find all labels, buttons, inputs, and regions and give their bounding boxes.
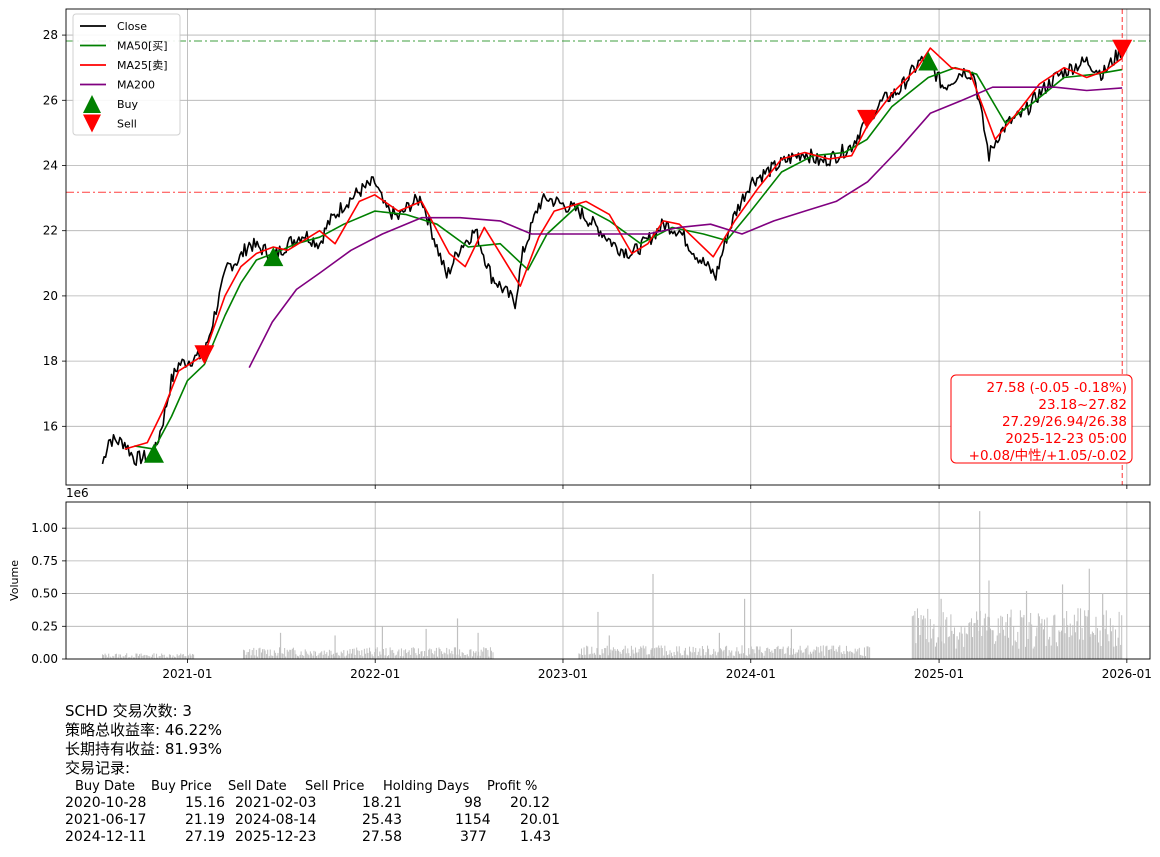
info-box-line: +0.08/中性/+1.05/-0.02 <box>969 448 1127 464</box>
cell-buy-date: 2024-12-11 <box>65 829 147 845</box>
header-sell-date: Sell Date <box>228 779 287 794</box>
cell-profit: 20.01 <box>520 812 561 828</box>
info-box-line: 27.58 (-0.05 -0.18%) <box>987 380 1127 396</box>
volume-panel: 0.00 0.25 0.50 0.75 1.00 2021-01 2022-01 2023-0… <box>8 486 1152 681</box>
chart-canvas: 16 18 20 22 24 26 28 Close MA50[买] MA25[卖] MA200 Bu… <box>8 8 1152 681</box>
legend-swatch <box>83 95 101 113</box>
info-box-line: 23.18~27.82 <box>1038 397 1127 413</box>
cell-sell-price: 25.43 <box>362 812 403 828</box>
cell-sell-price: 18.21 <box>362 795 403 811</box>
volume-ytick-label: 1.00 <box>31 521 58 535</box>
volume-axes-frame <box>65 501 1151 660</box>
volume-ytick-label: 0.00 <box>31 652 58 666</box>
records-title: 交易记录: <box>65 759 131 777</box>
cell-sell-date: 2021-02-03 <box>235 795 317 811</box>
sell-marker <box>1112 39 1133 59</box>
price-ytick-label: 16 <box>43 419 58 433</box>
cell-sell-price: 27.58 <box>362 829 403 845</box>
header-buy-price: Buy Price <box>151 779 212 794</box>
buy-hold-return: 长期持有收益: 81.93% <box>65 740 223 758</box>
header-holding-days: Holding Days <box>383 779 470 794</box>
buy-marker <box>143 443 164 463</box>
cell-buy-price: 27.19 <box>185 829 226 845</box>
strategy-return: 策略总收益率: 46.22% <box>65 721 223 739</box>
cell-buy-price: 21.19 <box>185 812 226 828</box>
series-line-ma200 <box>248 86 1123 368</box>
info-box-line: 27.29/26.94/26.38 <box>1002 414 1127 430</box>
volume-ytick-label: 0.75 <box>31 554 58 568</box>
cell-buy-date: 2020-10-28 <box>65 795 147 811</box>
xtick-label: 2024-01 <box>726 667 776 681</box>
price-ytick-label: 22 <box>43 224 58 238</box>
legend-swatch <box>83 114 101 133</box>
cell-buy-date: 2021-06-17 <box>65 812 147 828</box>
volume-ytick-label: 0.25 <box>31 619 58 633</box>
info-box: 27.58 (-0.05 -0.18%)23.18~27.8227.29/26.… <box>950 374 1133 464</box>
xtick-label: 2023-01 <box>538 667 588 681</box>
volume-ytick-label: 0.50 <box>31 587 58 601</box>
price-panel: 16 18 20 22 24 26 28 Close MA50[买] MA25[卖] MA200 Bu… <box>43 8 1151 489</box>
xtick-label: 2022-01 <box>350 667 400 681</box>
info-box-line: 2025-12-23 05:00 <box>1005 431 1127 447</box>
price-ytick-label: 20 <box>43 289 58 303</box>
cell-holding-days: 1154 <box>455 812 491 828</box>
cell-sell-date: 2025-12-23 <box>235 829 317 845</box>
legend-label: Close <box>117 20 147 33</box>
legend-frame <box>72 13 181 136</box>
xtick-label: 2021-01 <box>162 667 212 681</box>
price-ytick-label: 18 <box>43 354 58 368</box>
cell-holding-days: 377 <box>460 829 487 845</box>
strategy-summary: SCHD 交易次数: 3 策略总收益率: 46.22% 长期持有收益: 81.9… <box>65 702 222 778</box>
legend-label: MA50[买] <box>117 40 168 53</box>
header-buy-date: Buy Date <box>75 779 136 794</box>
volume-ylabel: Volume <box>8 560 21 601</box>
xtick-label: 2025-01 <box>914 667 964 681</box>
legend: Close MA50[买] MA25[卖] MA200 Buy Sell <box>72 13 181 136</box>
cell-profit: 20.12 <box>510 795 551 811</box>
legend-label: Buy <box>117 98 139 111</box>
buy-marker <box>918 51 939 71</box>
buy-marker <box>263 247 284 267</box>
cell-buy-price: 15.16 <box>185 795 226 811</box>
price-ytick-label: 26 <box>43 93 58 107</box>
legend-label: MA25[卖] <box>117 59 168 72</box>
price-ytick-label: 28 <box>43 28 58 42</box>
volume-scale-label: 1e6 <box>66 486 89 500</box>
price-axes-frame <box>65 8 1151 486</box>
sell-marker <box>194 345 215 365</box>
series-line-ma50 <box>134 66 1123 450</box>
header-profit: Profit % <box>487 779 538 794</box>
header-sell-price: Sell Price <box>305 779 365 794</box>
cell-holding-days: 98 <box>464 795 482 811</box>
cell-sell-date: 2024-08-14 <box>235 812 317 828</box>
price-ytick-label: 24 <box>43 158 58 172</box>
info-box-frame <box>950 374 1133 464</box>
xtick-label: 2026-01 <box>1102 667 1152 681</box>
cell-profit: 1.43 <box>520 829 552 845</box>
legend-label: MA200 <box>117 79 155 92</box>
legend-label: Sell <box>117 118 137 131</box>
trade-count: SCHD 交易次数: 3 <box>65 702 192 720</box>
sell-marker <box>857 109 878 129</box>
